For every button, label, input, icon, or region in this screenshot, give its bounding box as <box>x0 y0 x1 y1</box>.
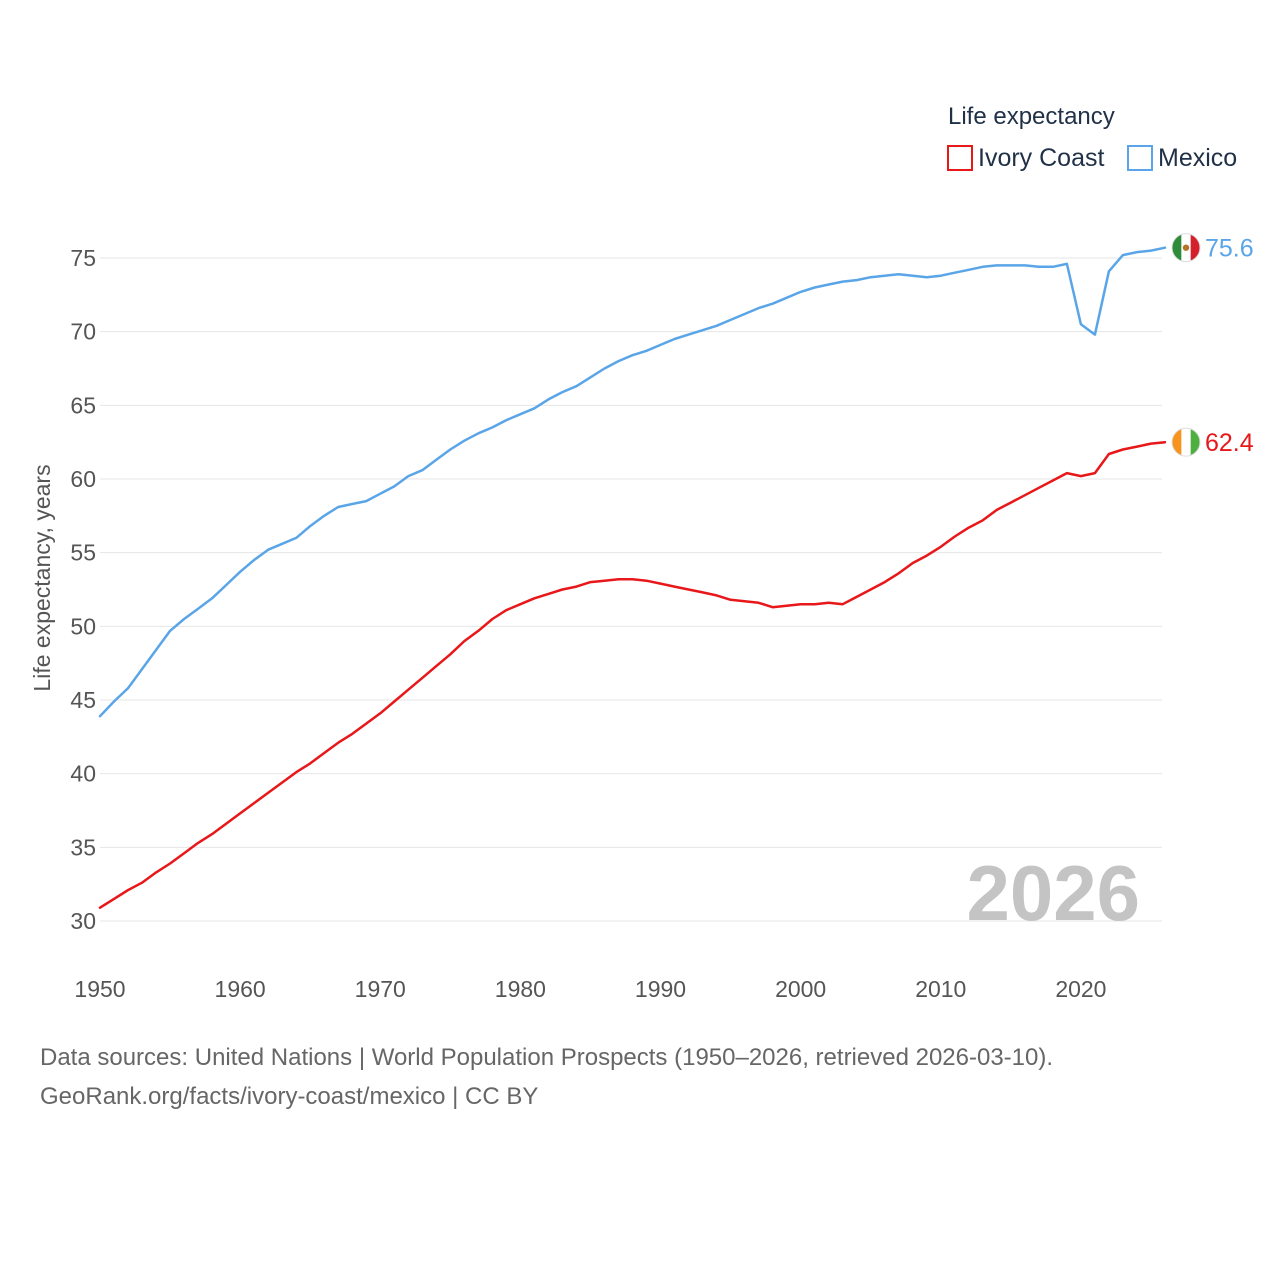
legend-swatch-mexico <box>1127 145 1153 171</box>
legend-title: Life expectancy <box>948 103 1115 130</box>
y-tick-label: 65 <box>70 392 96 418</box>
y-tick-label: 45 <box>70 687 96 713</box>
legend-label-mexico: Mexico <box>1158 144 1237 172</box>
source-note: Data sources: United Nations | World Pop… <box>40 1044 1054 1071</box>
legend-swatch-ivory-coast <box>947 145 973 171</box>
end-value-label-ivory-coast: 62.4 <box>1205 429 1254 457</box>
series-line-ivory-coast[interactable] <box>98 440 1167 909</box>
legend-item-ivory-coast[interactable]: Ivory Coast <box>947 144 1104 172</box>
y-axis-label: Life expectancy, years <box>29 464 55 691</box>
series-line-mexico[interactable] <box>98 246 1167 718</box>
flag-icon-ivory-coast <box>1171 427 1201 457</box>
y-tick-label: 75 <box>70 245 96 271</box>
x-tick-label: 1950 <box>74 976 125 1002</box>
x-tick-label: 2020 <box>1055 976 1106 1002</box>
year-watermark: 2026 <box>966 849 1140 937</box>
y-tick-label: 50 <box>70 613 96 639</box>
y-axis-ticks: 30 35 40 45 50 55 60 65 70 75 <box>70 245 96 934</box>
x-tick-label: 1960 <box>215 976 266 1002</box>
legend: Life expectancy Ivory Coast Mexico <box>947 103 1237 172</box>
y-tick-label: 70 <box>70 319 96 345</box>
source-url[interactable]: GeoRank.org/facts/ivory-coast/mexico | C… <box>40 1083 539 1110</box>
x-tick-label: 2000 <box>775 976 826 1002</box>
legend-label-ivory-coast: Ivory Coast <box>978 144 1104 172</box>
y-tick-label: 35 <box>70 834 96 860</box>
y-tick-label: 30 <box>70 908 96 934</box>
gridlines <box>100 257 1162 922</box>
x-tick-label: 1980 <box>495 976 546 1002</box>
series-lines <box>98 246 1167 909</box>
y-tick-label: 40 <box>70 761 96 787</box>
legend-item-mexico[interactable]: Mexico <box>1127 144 1237 172</box>
y-tick-label: 55 <box>70 540 96 566</box>
x-axis-ticks: 1950 1960 1970 1980 1990 2000 2010 2020 <box>74 976 1106 1002</box>
x-tick-label: 1970 <box>355 976 406 1002</box>
x-tick-label: 2010 <box>915 976 966 1002</box>
series-end-markers: 62.4 75.6 <box>1171 233 1254 457</box>
y-tick-label: 60 <box>70 466 96 492</box>
x-tick-label: 1990 <box>635 976 686 1002</box>
end-value-label-mexico: 75.6 <box>1205 235 1254 263</box>
flag-icon-mexico <box>1171 233 1201 263</box>
